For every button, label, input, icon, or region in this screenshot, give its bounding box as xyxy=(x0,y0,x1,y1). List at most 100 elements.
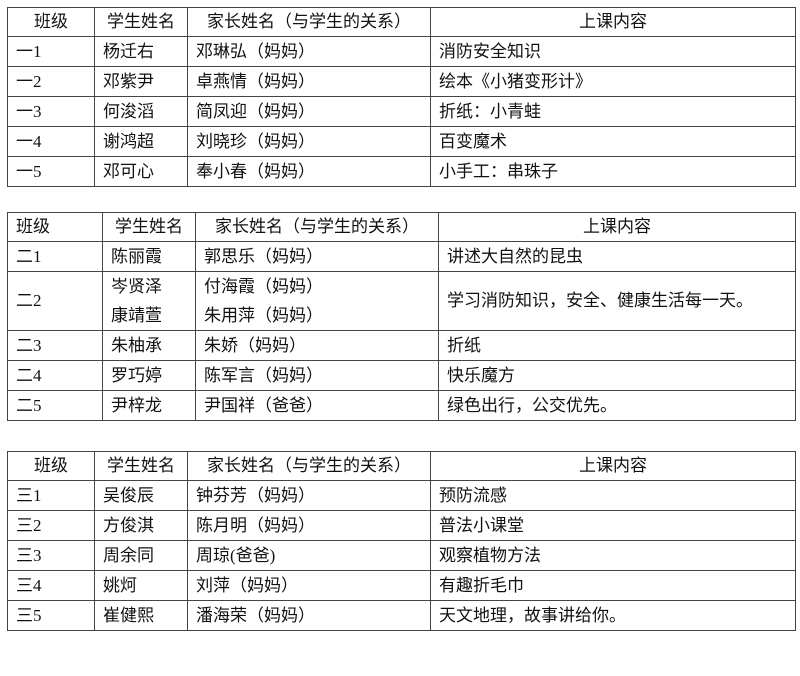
parent-name: 陈月明（妈妈） xyxy=(196,516,315,535)
content-cell: 绘本《小猪变形计》 xyxy=(430,66,796,97)
parent-name: 邓琳弘（妈妈） xyxy=(196,42,315,61)
table-header-row: 班级 学生姓名 家长姓名（与学生的关系） 上课内容 xyxy=(7,7,796,37)
student-name: 康靖萱 xyxy=(111,306,162,325)
content-cell: 预防流感 xyxy=(430,480,796,511)
header-class: 班级 xyxy=(7,212,103,242)
table-header-row: 班级 学生姓名 家长姓名（与学生的关系） 上课内容 xyxy=(7,451,796,481)
table-row: 三1 吴俊辰 钟芬芳（妈妈） 预防流感 xyxy=(7,480,796,511)
content-cell: 消防安全知识 xyxy=(430,36,796,67)
class-cell: 三2 xyxy=(7,510,95,541)
class-cell: 一1 xyxy=(7,36,95,67)
table-row: 二4 罗巧婷 陈军言（妈妈） 快乐魔方 xyxy=(7,360,796,391)
header-parent-name: 家长姓名（与学生的关系） xyxy=(187,451,431,481)
table-row: 三4 姚炣 刘萍（妈妈） 有趣折毛巾 xyxy=(7,570,796,601)
parent-name: 郭思乐（妈妈） xyxy=(204,247,323,266)
student-name: 邓可心 xyxy=(103,162,154,181)
class-cell: 一3 xyxy=(7,96,95,127)
student-name-cell: 朱柚承 xyxy=(102,330,196,361)
parent-name-cell: 卓燕情（妈妈） xyxy=(187,66,431,97)
parent-name: 朱娇（妈妈） xyxy=(204,336,306,355)
header-student-name: 学生姓名 xyxy=(94,7,188,37)
header-student-name: 学生姓名 xyxy=(94,451,188,481)
student-name: 尹梓龙 xyxy=(111,396,162,415)
student-name-cell: 陈丽霞 xyxy=(102,241,196,272)
student-name-cell: 何浚滔 xyxy=(94,96,188,127)
content-cell: 普法小课堂 xyxy=(430,510,796,541)
student-name-cell: 姚炣 xyxy=(94,570,188,601)
student-name: 谢鸿超 xyxy=(103,132,154,151)
parent-name: 奉小春（妈妈） xyxy=(196,162,315,181)
class-cell: 二2 xyxy=(7,271,103,331)
table-row: 一1 杨迁右 邓琳弘（妈妈） 消防安全知识 xyxy=(7,36,796,67)
student-name-cell: 罗巧婷 xyxy=(102,360,196,391)
class-cell: 三3 xyxy=(7,540,95,571)
student-name: 周余同 xyxy=(103,546,154,565)
parent-name-cell: 付海霞（妈妈） 朱用萍（妈妈） xyxy=(195,271,439,331)
table-row: 三5 崔健熙 潘海荣（妈妈） 天文地理，故事讲给你。 xyxy=(7,600,796,631)
content-cell: 百变魔术 xyxy=(430,126,796,157)
header-parent-name: 家长姓名（与学生的关系） xyxy=(187,7,431,37)
header-content: 上课内容 xyxy=(430,451,796,481)
parent-name: 潘海荣（妈妈） xyxy=(196,606,315,625)
parent-name: 刘萍（妈妈） xyxy=(196,576,298,595)
class-cell: 一5 xyxy=(7,156,95,187)
class-cell: 三5 xyxy=(7,600,95,631)
table-header-row: 班级 学生姓名 家长姓名（与学生的关系） 上课内容 xyxy=(7,212,796,242)
parent-name: 简凤迎（妈妈） xyxy=(196,102,315,121)
student-name: 方俊淇 xyxy=(103,516,154,535)
header-content: 上课内容 xyxy=(438,212,796,242)
student-name: 姚炣 xyxy=(103,576,137,595)
student-name: 吴俊辰 xyxy=(103,486,154,505)
student-name-cell: 岑贤泽 康靖萱 xyxy=(102,271,196,331)
parent-name-cell: 刘晓珍（妈妈） xyxy=(187,126,431,157)
content-cell: 小手工：串珠子 xyxy=(430,156,796,187)
table-row: 二3 朱柚承 朱娇（妈妈） 折纸 xyxy=(7,330,796,361)
parent-name-cell: 简凤迎（妈妈） xyxy=(187,96,431,127)
schedule-table-grade-1: 班级 学生姓名 家长姓名（与学生的关系） 上课内容 一1 杨迁右 邓琳弘（妈妈） 消防安全知识… xyxy=(7,7,796,187)
table-row: 一5 邓可心 奉小春（妈妈） 小手工：串珠子 xyxy=(7,156,796,187)
parent-name-cell: 奉小春（妈妈） xyxy=(187,156,431,187)
header-content: 上课内容 xyxy=(430,7,796,37)
student-name: 何浚滔 xyxy=(103,102,154,121)
content-cell: 学习消防知识，安全、健康生活每一天。 xyxy=(438,271,796,331)
schedule-table-grade-2: 班级 学生姓名 家长姓名（与学生的关系） 上课内容 二1 陈丽霞 郭思乐（妈妈） 讲述大自然的… xyxy=(7,212,796,421)
table-row: 二2 岑贤泽 康靖萱 付海霞（妈妈） 朱用萍（妈妈） 学习消防知识，安全、健康生活每一天。 xyxy=(7,271,796,331)
table-row: 二1 陈丽霞 郭思乐（妈妈） 讲述大自然的昆虫 xyxy=(7,241,796,272)
schedule-table-grade-3: 班级 学生姓名 家长姓名（与学生的关系） 上课内容 三1 吴俊辰 钟芬芳（妈妈） 预防流感 三2… xyxy=(7,451,796,631)
content-cell: 绿色出行，公交优先。 xyxy=(438,390,796,421)
student-name-cell: 邓紫尹 xyxy=(94,66,188,97)
content-cell: 有趣折毛巾 xyxy=(430,570,796,601)
parent-name-cell: 郭思乐（妈妈） xyxy=(195,241,439,272)
student-name: 朱柚承 xyxy=(111,336,162,355)
class-cell: 二3 xyxy=(7,330,103,361)
table-row: 三2 方俊淇 陈月明（妈妈） 普法小课堂 xyxy=(7,510,796,541)
table-row: 三3 周余同 周琼(爸爸) 观察植物方法 xyxy=(7,540,796,571)
class-cell: 二5 xyxy=(7,390,103,421)
parent-name-cell: 陈军言（妈妈） xyxy=(195,360,439,391)
table-row: 一2 邓紫尹 卓燕情（妈妈） 绘本《小猪变形计》 xyxy=(7,66,796,97)
student-name-cell: 尹梓龙 xyxy=(102,390,196,421)
content-cell: 观察植物方法 xyxy=(430,540,796,571)
student-name: 罗巧婷 xyxy=(111,366,162,385)
parent-name-cell: 陈月明（妈妈） xyxy=(187,510,431,541)
student-name: 崔健熙 xyxy=(103,606,154,625)
class-cell: 三4 xyxy=(7,570,95,601)
parent-name: 陈军言（妈妈） xyxy=(204,366,323,385)
student-name: 杨迁右 xyxy=(103,42,154,61)
header-student-name: 学生姓名 xyxy=(102,212,196,242)
content-cell: 折纸 xyxy=(438,330,796,361)
student-name-cell: 谢鸿超 xyxy=(94,126,188,157)
parent-name: 卓燕情（妈妈） xyxy=(196,72,315,91)
content-cell: 讲述大自然的昆虫 xyxy=(438,241,796,272)
parent-name-cell: 朱娇（妈妈） xyxy=(195,330,439,361)
header-class: 班级 xyxy=(7,451,95,481)
student-name-cell: 杨迁右 xyxy=(94,36,188,67)
parent-name: 尹国祥（爸爸） xyxy=(204,396,323,415)
student-name-cell: 邓可心 xyxy=(94,156,188,187)
parent-name-cell: 刘萍（妈妈） xyxy=(187,570,431,601)
header-parent-name: 家长姓名（与学生的关系） xyxy=(195,212,439,242)
table-row: 一3 何浚滔 简凤迎（妈妈） 折纸：小青蛙 xyxy=(7,96,796,127)
student-name-cell: 吴俊辰 xyxy=(94,480,188,511)
student-name-cell: 方俊淇 xyxy=(94,510,188,541)
table-row: 二5 尹梓龙 尹国祥（爸爸） 绿色出行，公交优先。 xyxy=(7,390,796,421)
